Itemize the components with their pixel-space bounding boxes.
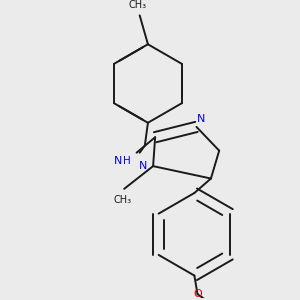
Text: CH₃: CH₃: [128, 0, 147, 10]
Text: H: H: [123, 156, 131, 166]
Text: N: N: [114, 156, 122, 166]
Text: O: O: [193, 289, 202, 299]
Text: CH₃: CH₃: [113, 195, 131, 205]
Text: N: N: [139, 161, 147, 171]
Text: N: N: [196, 114, 205, 124]
